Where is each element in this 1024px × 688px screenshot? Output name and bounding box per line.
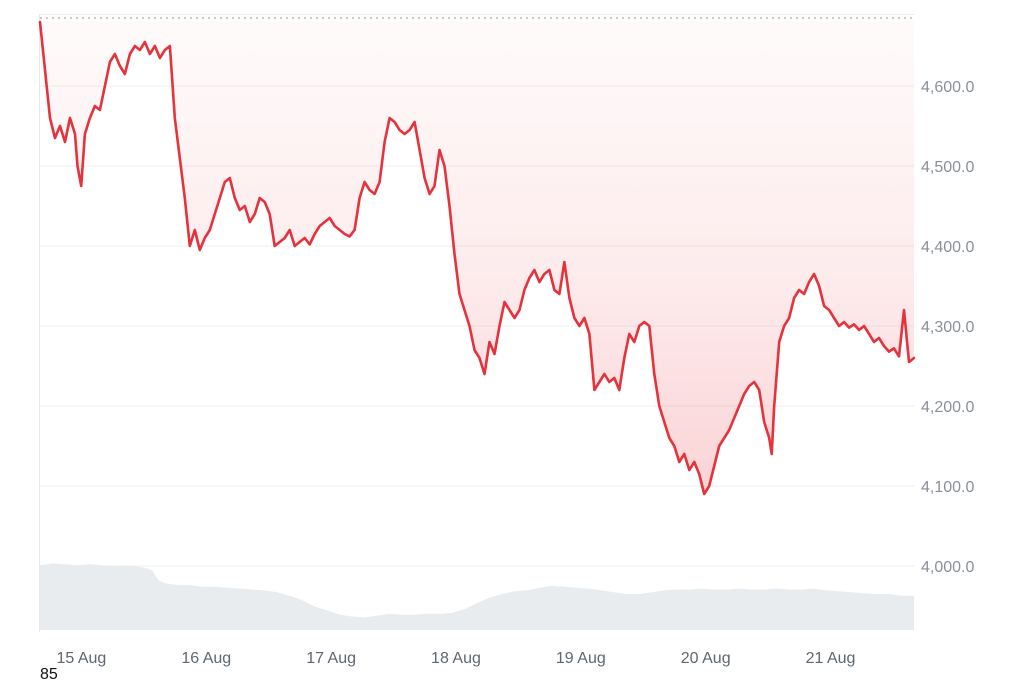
y-tick-label: 4,000.0 [921, 559, 974, 576]
y-tick-label: 4,300.0 [921, 319, 974, 336]
y-tick-label: 4,200.0 [921, 399, 974, 416]
volume-shape [40, 563, 914, 630]
price-series-line [38, 20, 916, 496]
price-line [38, 20, 916, 496]
y-tick-label: 4,400.0 [921, 239, 974, 256]
y-axis-ticks: 4,000.0 4,100.0 4,200.0 4,300.0 4,400.0 4,500… [921, 79, 974, 576]
x-axis-ticks: 15 Aug 16 Aug 17 Aug 18 Aug 19 Aug 20 Aug 21 A… [56, 650, 855, 667]
x-tick-label: 20 Aug [681, 650, 731, 667]
y-tick-label: 4,600.0 [921, 79, 974, 96]
y-tick-label: 4,500.0 [921, 159, 974, 176]
x-tick-label: 15 Aug [56, 650, 106, 667]
x-tick-label: 18 Aug [431, 650, 481, 667]
y-tick-label: 4,100.0 [921, 479, 974, 496]
price-area-fill [40, 18, 914, 494]
x-tick-label: 17 Aug [306, 650, 356, 667]
price-area-shape [40, 18, 914, 494]
volume-area [40, 563, 914, 630]
x-tick-label: 16 Aug [181, 650, 231, 667]
footnote-number: 85 [40, 666, 58, 683]
x-tick-label: 19 Aug [556, 650, 606, 667]
x-tick-label: 21 Aug [806, 650, 856, 667]
